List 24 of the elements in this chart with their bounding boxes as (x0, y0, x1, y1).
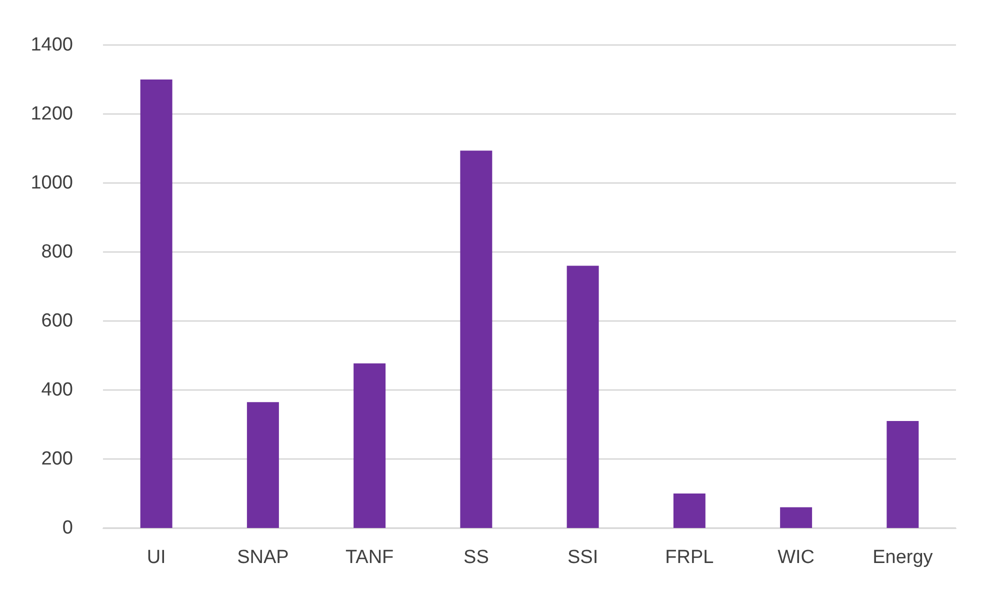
x-tick-label: SS (464, 547, 489, 568)
y-tick-label: 800 (41, 242, 73, 262)
y-tick-label: 1200 (30, 104, 73, 124)
x-tick-label: TANF (345, 547, 394, 568)
x-tick-label: SSI (568, 547, 598, 568)
y-tick-label: 400 (41, 380, 73, 400)
x-tick-label: WIC (778, 547, 815, 568)
bar (140, 80, 172, 528)
y-tick-label: 1400 (30, 34, 73, 56)
y-tick-label: 600 (41, 310, 73, 332)
bar (566, 266, 599, 528)
y-tick-label: 1000 (30, 172, 73, 194)
bar (460, 150, 492, 528)
bar (886, 421, 919, 528)
bar (780, 507, 812, 528)
bar (246, 402, 279, 528)
x-tick-label: UI (146, 547, 166, 568)
x-tick-label: FRPL (665, 547, 714, 568)
bar (673, 494, 706, 528)
y-tick-label: 0 (62, 518, 73, 538)
x-tick-label: SNAP (237, 547, 289, 568)
y-tick-label: 200 (41, 448, 73, 470)
x-tick-label: Energy (872, 547, 934, 568)
bar (354, 363, 386, 528)
